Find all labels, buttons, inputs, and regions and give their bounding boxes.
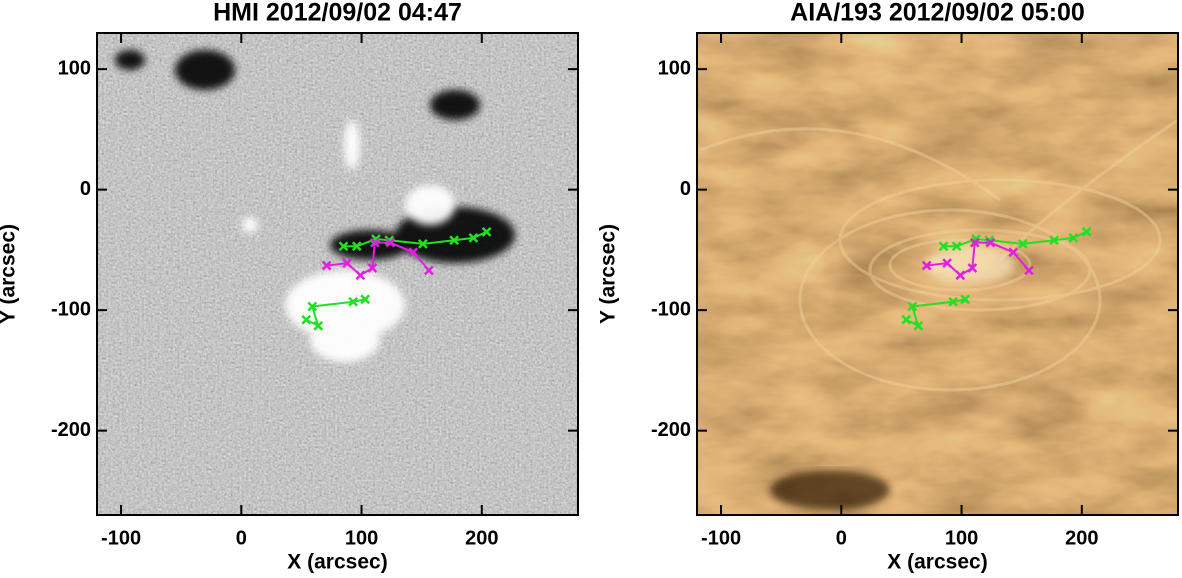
x-tick-label: 100	[945, 527, 978, 549]
y-tick-label: 0	[680, 178, 691, 200]
track-point	[948, 296, 959, 307]
track-point	[385, 237, 396, 248]
track-point	[960, 294, 971, 305]
track-point	[321, 260, 332, 271]
track-point	[367, 263, 378, 273]
track-point	[449, 235, 460, 246]
track-point	[969, 237, 980, 248]
x-tick-label: 0	[236, 527, 247, 549]
track-point	[951, 241, 962, 252]
track-point	[913, 320, 924, 331]
y-tick-label: -100	[51, 298, 91, 320]
track-point	[1081, 226, 1092, 237]
x-tick-label: -100	[101, 527, 141, 549]
track-point	[942, 258, 953, 269]
x-axis-label: X (arcsec)	[287, 551, 387, 574]
y-tick-label: 0	[80, 178, 91, 200]
track-point	[468, 232, 479, 243]
y-tick-label: -100	[651, 298, 691, 320]
track-line	[343, 230, 488, 248]
y-tick-label: 100	[658, 57, 691, 79]
track-point	[1049, 235, 1060, 246]
track-point	[338, 241, 349, 252]
track-point	[921, 260, 932, 271]
track-point	[342, 258, 353, 269]
track-point	[938, 241, 949, 252]
x-tick-label: 200	[1065, 527, 1098, 549]
y-axis-label: Y (arcsec)	[597, 224, 620, 324]
track-point	[408, 247, 419, 258]
x-tick-label: -100	[701, 527, 741, 549]
y-axis-label: Y (arcsec)	[0, 224, 20, 324]
plot-frame	[96, 32, 579, 516]
track-point	[985, 237, 996, 248]
track-point	[313, 320, 324, 331]
track-point	[417, 238, 428, 249]
chart-title: HMI 2012/09/02 04:47	[213, 0, 462, 27]
track-point	[955, 270, 966, 281]
x-tick-label: 200	[465, 527, 498, 549]
track-point	[1017, 238, 1028, 249]
chart-title: AIA/193 2012/09/02 05:00	[790, 0, 1085, 27]
track-point	[967, 263, 978, 273]
euv-image	[697, 33, 1178, 515]
track-point	[301, 314, 312, 325]
track-point	[307, 301, 318, 312]
plot-frame	[696, 32, 1179, 516]
x-axis-label: X (arcsec)	[887, 551, 987, 574]
y-tick-label: -200	[51, 419, 91, 441]
track-point	[901, 314, 912, 325]
track-point	[351, 241, 362, 252]
track-point	[1008, 247, 1019, 258]
track-point	[1024, 265, 1034, 276]
track-line	[943, 230, 1088, 248]
magnetogram-image	[97, 33, 578, 515]
y-tick-label: 100	[58, 57, 91, 79]
x-tick-label: 0	[836, 527, 847, 549]
x-tick-label: 100	[345, 527, 378, 549]
track-point	[360, 294, 371, 305]
track-point	[481, 226, 492, 237]
track-point	[424, 265, 434, 276]
track-point	[348, 296, 359, 307]
tracks	[301, 226, 492, 331]
y-tick-label: -200	[651, 419, 691, 441]
track-point	[907, 301, 918, 312]
track-point	[1068, 232, 1079, 243]
tracks	[901, 226, 1092, 331]
track-point	[369, 237, 380, 248]
track-point	[355, 270, 366, 281]
